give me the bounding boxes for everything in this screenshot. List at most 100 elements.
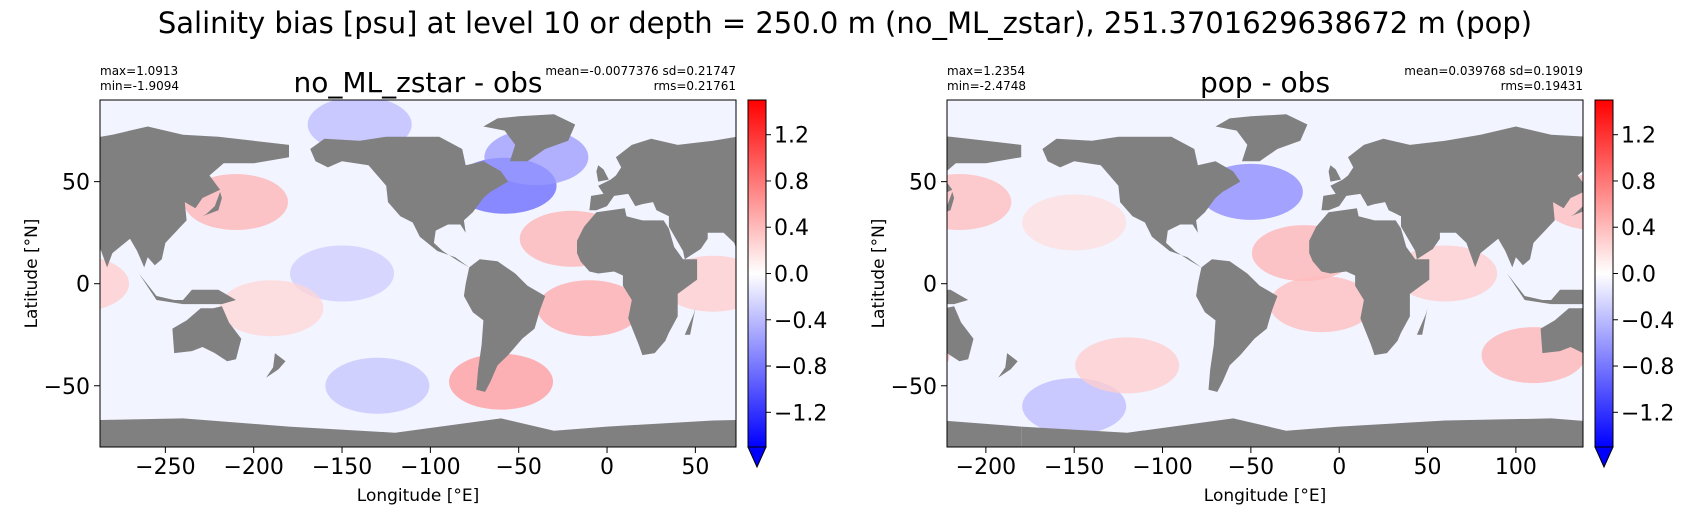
land-australia (947, 306, 974, 362)
x-tick-label: −200 (223, 455, 283, 480)
land-south-america (463, 259, 546, 392)
colorbar-tick-label: −0.8 (1621, 355, 1674, 380)
colorbar-gradient (1595, 100, 1613, 447)
colorbar: −1.2 −0.8 −0.4 0.0 0.4 0.8 1.2 (747, 99, 827, 469)
panel-2: −200 −150 −100 −50 0 50 100 −50 0 50 Longitude [°E… (869, 64, 1674, 506)
stat-mean-sd: mean=0.039768 sd=0.19019 (1404, 64, 1583, 78)
y-tick-label: 0 (923, 273, 937, 298)
x-tick-label: 0 (600, 455, 614, 480)
colorbar-tick-label: −0.4 (1621, 309, 1674, 334)
anomaly-mark (1022, 378, 1127, 435)
land-uk (1328, 165, 1341, 182)
y-tick-label: −50 (44, 375, 90, 400)
x-tick-label: −200 (956, 455, 1016, 480)
colorbar-tick-label: 0.4 (1621, 216, 1656, 241)
panel-1: −250 −200 −150 −100 −50 0 50 −50 0 50 Longitude [°… (22, 64, 827, 506)
land-madagascar (684, 308, 696, 335)
y-axis-label: Latitude [°N] (869, 219, 889, 329)
land-north-america (310, 136, 509, 268)
anomaly-mark (484, 129, 589, 186)
x-tick-label: −50 (495, 455, 541, 480)
stat-min: min=-1.9094 (100, 79, 179, 93)
x-tick-label: 0 (1332, 455, 1346, 480)
land-antarctica (1021, 418, 1583, 447)
colorbar-tick-label: −1.2 (774, 401, 827, 426)
x-tick-label: −100 (400, 455, 460, 480)
land-europe-asia (1321, 126, 1583, 268)
colorbar-tick-label: −0.4 (774, 309, 827, 334)
y-tick-label: 50 (62, 171, 90, 196)
land-europe-asia (947, 136, 1022, 193)
x-tick-label: −150 (1044, 455, 1104, 480)
land-japan (1570, 206, 1583, 217)
land-layer (100, 114, 736, 447)
x-axis-label: Longitude [°E] (357, 486, 479, 506)
y-tick-label: 0 (76, 273, 90, 298)
land-new-zealand (266, 353, 286, 378)
land-indonesia (1507, 273, 1583, 305)
x-tick-label: 100 (1495, 455, 1537, 480)
land-madagascar (1416, 308, 1428, 335)
colorbar-tick-label: 1.2 (774, 124, 809, 149)
anomaly-mark (1022, 194, 1127, 251)
land-australia (1540, 307, 1583, 354)
land-uk (596, 165, 609, 182)
land-north-america (1042, 136, 1241, 268)
stat-rms: rms=0.21761 (654, 79, 736, 93)
x-tick-label: 50 (1414, 455, 1442, 480)
anomaly-mark (1269, 276, 1374, 333)
y-tick-label: −50 (891, 375, 937, 400)
x-tick-label: −50 (1228, 455, 1274, 480)
x-tick-label: 50 (681, 455, 709, 480)
land-indonesia (138, 273, 236, 305)
land-japan (202, 191, 222, 217)
stat-max: max=1.0913 (100, 64, 178, 78)
panel-title: no_ML_zstar - obs (294, 66, 543, 99)
colorbar-tick-label: 0.8 (774, 170, 809, 195)
anomaly-mark (325, 357, 430, 414)
y-tick-label: 50 (909, 171, 937, 196)
axes-frame (99, 99, 737, 448)
figure-title: Salinity bias [psu] at level 10 or depth… (157, 6, 1533, 40)
land-antarctica (947, 420, 1022, 447)
stat-rms: rms=0.19431 (1501, 79, 1583, 93)
land-south-america (1196, 259, 1278, 392)
land-antarctica (289, 418, 736, 447)
colorbar-tick-label: 0.8 (1621, 170, 1656, 195)
x-tick-label: −150 (312, 455, 372, 480)
panel-title: pop - obs (1200, 66, 1330, 99)
anomaly-mark (290, 245, 395, 302)
land-europe-asia (100, 126, 289, 268)
stat-max: max=1.2354 (947, 64, 1025, 78)
land-layer (947, 114, 1583, 447)
anomaly-mark (1075, 337, 1180, 394)
land-africa (1309, 208, 1430, 356)
anomaly-mark (947, 174, 1012, 231)
colorbar-tick-label: 0.0 (774, 263, 809, 288)
land-greenland (1215, 114, 1308, 162)
y-axis-label: Latitude [°N] (22, 219, 42, 329)
colorbar-extend-low (1594, 446, 1614, 469)
land-antarctica (100, 418, 289, 447)
stat-mean-sd: mean=-0.0077376 sd=0.21747 (545, 64, 736, 78)
x-tick-label: −100 (1132, 455, 1192, 480)
x-axis-label: Longitude [°E] (1204, 486, 1326, 506)
anomaly-mark (537, 280, 642, 337)
land-japan (947, 191, 955, 212)
colorbar-tick-label: 1.2 (1621, 124, 1656, 149)
land-new-zealand (998, 353, 1018, 378)
colorbar-gradient (748, 100, 766, 447)
x-tick-label: −250 (135, 455, 195, 480)
colorbar-tick-label: −1.2 (1621, 401, 1674, 426)
colorbar-tick-label: −0.8 (774, 355, 827, 380)
colorbar-tick-label: 0.0 (1621, 263, 1656, 288)
anomaly-mark (100, 258, 130, 309)
land-africa (577, 208, 698, 356)
colorbar-extend-low (747, 446, 767, 469)
anomaly-mark (23, 190, 43, 202)
colorbar: −1.2 −0.8 −0.4 0.0 0.4 0.8 1.2 (1594, 99, 1674, 469)
land-indonesia (947, 289, 969, 305)
land-europe-asia (589, 136, 736, 260)
colorbar-tick-label: 0.4 (774, 216, 809, 241)
land-greenland (483, 114, 576, 162)
